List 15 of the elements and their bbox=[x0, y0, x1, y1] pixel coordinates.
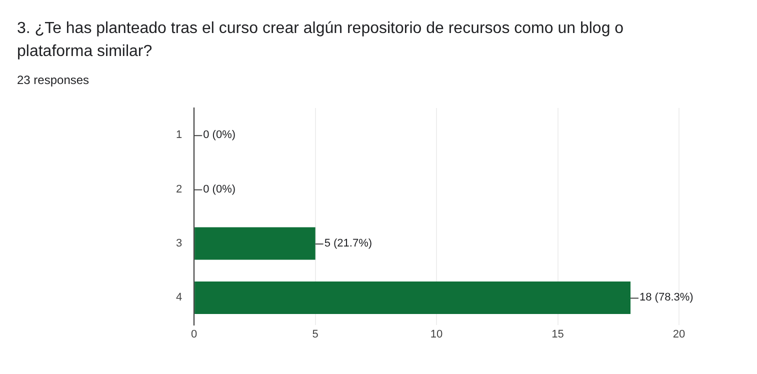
x-tick-label: 20 bbox=[672, 328, 686, 340]
data-label: 0 (0%) bbox=[203, 183, 236, 196]
data-label: 18 (78.3%) bbox=[640, 292, 694, 304]
text: 23 responses bbox=[17, 73, 90, 87]
data-label: 5 (21.7%) bbox=[324, 238, 372, 250]
x-tick-label: 15 bbox=[552, 328, 564, 340]
y-tick-label: 1 bbox=[176, 129, 182, 142]
y-tick-label: 2 bbox=[176, 183, 182, 196]
y-tick-label: 4 bbox=[176, 292, 182, 304]
y-tick-label: 3 bbox=[176, 238, 182, 250]
x-tick-label: 0 bbox=[191, 328, 198, 340]
x-tick-label: 10 bbox=[430, 328, 443, 340]
chart-title: 3. ¿Te has planteado tras el curso crear algún repositorio de recursos como un blog o plataforma similar? bbox=[17, 19, 625, 62]
x-tick-label: 5 bbox=[312, 328, 318, 340]
data-label: 0 (0%) bbox=[203, 129, 236, 142]
